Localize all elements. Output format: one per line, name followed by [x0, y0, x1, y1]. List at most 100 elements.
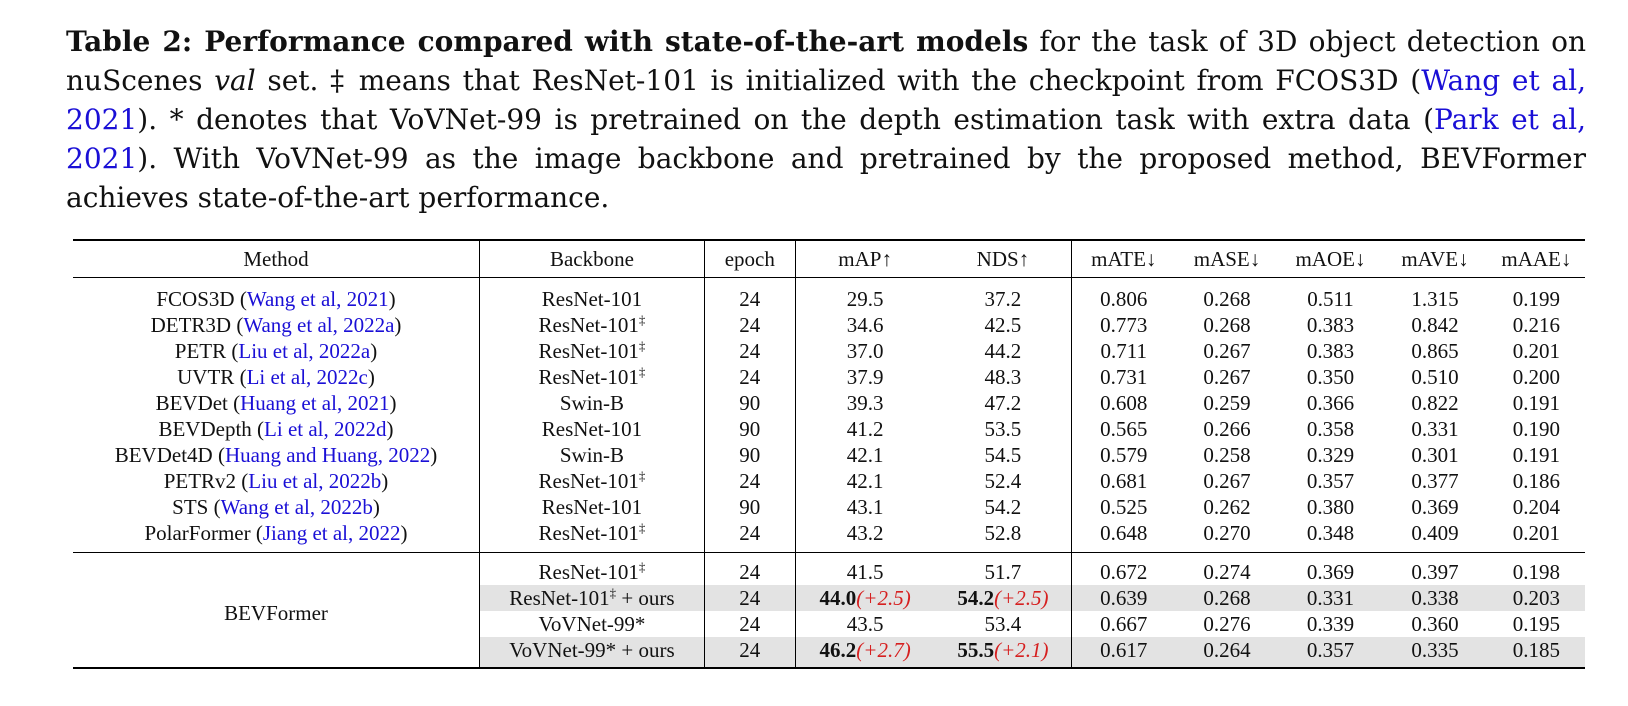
column-header: mAOE↓ — [1295, 246, 1366, 271]
epoch-cell: 90 — [704, 390, 796, 416]
mase-cell: 0.268 — [1203, 312, 1251, 337]
caption-text-3: ). * denotes that VoVNet-99 is pretraine… — [137, 103, 1434, 136]
citation-link[interactable]: Wang et al, 2022a — [243, 312, 395, 337]
maoe-cell: 0.329 — [1306, 442, 1355, 467]
nds-value: 55.5 — [957, 637, 995, 662]
backbone-cell: ResNet-101‡ — [479, 312, 705, 338]
method-cell: FCOS3D (Wang et al, 2021) — [73, 277, 480, 312]
nds-cell: 54.5 — [934, 442, 1073, 468]
map-cell: 37.9 — [846, 364, 884, 389]
maae-cell: 0.191 — [1512, 442, 1561, 467]
caption-text-1: for the task of 3D object detection on n… — [66, 25, 1586, 97]
mave-cell: 0.335 — [1382, 637, 1488, 668]
map-cell: 46.2(+2.7) — [795, 637, 935, 668]
backbone-cell: ResNet-101‡ — [479, 338, 705, 364]
backbone-name: ResNet-101 — [541, 286, 643, 311]
column-header: mATE↓ — [1091, 246, 1157, 271]
mave-cell: 0.842 — [1411, 312, 1459, 337]
citation-link[interactable]: Wang et al, 2021 — [246, 286, 389, 311]
maoe-cell: 0.383 — [1306, 338, 1355, 363]
mate-cell: 0.648 — [1100, 520, 1148, 545]
nds-cell: 51.7 — [934, 552, 1073, 585]
mase-cell: 0.268 — [1175, 585, 1279, 611]
citation-link[interactable]: Liu et al, 2022a — [238, 338, 371, 363]
backbone-name: ResNet-101 — [538, 560, 639, 584]
mase-cell: 0.268 — [1203, 286, 1251, 311]
mase-cell: 0.259 — [1203, 390, 1251, 415]
table-row: BEVDepth (Li et al, 2022d) ResNet-101 90 41… — [73, 416, 1585, 442]
column-header: mASE↓ — [1193, 246, 1261, 271]
mate-cell: 0.639 — [1071, 585, 1176, 611]
epoch-cell: 24 — [704, 611, 796, 637]
method-name: BEVDet4D — [114, 442, 213, 467]
table-row: BEVFormer ResNet-101‡ 24 41.5 51.7 0.672 0.274… — [73, 552, 1585, 668]
dagger-mark: ‡ — [638, 338, 646, 353]
column-header: mAP↑ — [838, 246, 892, 271]
citation-link[interactable]: Wang et al, 2022b — [220, 494, 373, 519]
mave-cell: 0.301 — [1411, 442, 1459, 467]
table-row: STS (Wang et al, 2022b) ResNet-101 90 43.1 5… — [73, 494, 1585, 520]
caption-citation-link[interactable]: Wang et al, 2021 — [66, 64, 1586, 136]
citation-link[interactable]: Huang and Huang, 2022 — [224, 442, 431, 467]
caption-citation-link[interactable]: Park et al, 2021 — [66, 103, 1586, 175]
mate-cell: 0.565 — [1100, 416, 1148, 441]
table-caption: Table 2: Performance compared with state… — [66, 25, 1586, 214]
backbone-name: ResNet-101 — [538, 521, 639, 545]
backbone-name: Swin-B — [559, 390, 625, 415]
maae-cell: 0.200 — [1512, 364, 1561, 389]
citation-link[interactable]: Li et al, 2022c — [246, 364, 368, 389]
citation-link[interactable]: Jiang et al, 2022 — [262, 520, 401, 545]
method-name: PETR — [174, 338, 227, 363]
caption-text-2: set. ‡ means that ResNet-101 is initiali… — [255, 64, 1422, 97]
backbone-name: ResNet-101 — [509, 586, 610, 610]
backbone-cell: ResNet-101‡ — [479, 468, 705, 494]
maoe-cell: 0.339 — [1306, 611, 1355, 636]
backbone-cell: ResNet-101‡ + ours — [479, 585, 705, 611]
mate-cell: 0.617 — [1071, 637, 1176, 668]
citation-link[interactable]: Li et al, 2022d — [264, 416, 387, 441]
backbone-cell: ResNet-101 — [479, 494, 705, 520]
caption-val: val — [214, 64, 256, 97]
backbone-cell: ResNet-101‡ — [479, 552, 705, 585]
nds-cell: 52.4 — [934, 468, 1073, 494]
backbone-cell: ResNet-101 — [479, 277, 705, 312]
mase-cell: 0.274 — [1203, 559, 1251, 584]
nds-value: 54.2 — [957, 585, 995, 610]
backbone-name: Swin-B — [559, 442, 625, 467]
method-name: FCOS3D — [156, 286, 235, 311]
mave-cell: 0.409 — [1411, 520, 1459, 545]
results-table: Method Backbone epoch mAP↑ NDS↑ mATE↓ mA… — [73, 239, 1585, 669]
dagger-mark: ‡ — [638, 312, 646, 327]
method-name: UVTR — [177, 364, 235, 389]
epoch-cell: 24 — [704, 338, 796, 364]
caption-bold-title: Performance compared with state-of-the-a… — [204, 25, 1029, 58]
dagger-mark: ‡ — [609, 585, 617, 600]
citation-link[interactable]: Huang et al, 2021 — [240, 390, 390, 415]
map-value: 41.5 — [846, 559, 884, 584]
epoch-cell: 24 — [704, 637, 796, 668]
epoch-cell: 24 — [704, 552, 796, 585]
maae-cell: 0.191 — [1512, 390, 1561, 415]
mase-cell: 0.267 — [1203, 364, 1251, 389]
table-row: VoVNet-99* 24 43.5 53.4 0.667 0.276 0.339 0.360… — [73, 611, 1585, 637]
nds-cell: 47.2 — [934, 390, 1073, 416]
mate-cell: 0.579 — [1100, 442, 1148, 467]
method-cell: UVTR (Li et al, 2022c) — [73, 364, 480, 390]
method-cell: BEVDet4D (Huang and Huang, 2022) — [73, 442, 480, 468]
caption-text-4: ). With VoVNet-99 as the image backbone … — [66, 142, 1586, 214]
column-header: epoch — [704, 240, 796, 278]
table-row: UVTR (Li et al, 2022c) ResNet-101‡ 24 37.9 4… — [73, 364, 1585, 390]
mave-cell: 0.865 — [1411, 338, 1459, 363]
mase-cell: 0.264 — [1175, 637, 1279, 668]
citation-link[interactable]: Liu et al, 2022b — [248, 468, 382, 493]
bevformer-rows: BEVFormer ResNet-101‡ 24 41.5 51.7 0.672 0.274… — [73, 552, 1585, 668]
mave-cell: 0.397 — [1411, 559, 1459, 584]
map-cell: 42.1 — [846, 468, 884, 493]
maae-cell: 0.198 — [1512, 559, 1561, 584]
table-row: PETRv2 (Liu et al, 2022b) ResNet-101‡ 24 42… — [73, 468, 1585, 494]
mate-cell: 0.672 — [1100, 559, 1148, 584]
nds-cell: 42.5 — [934, 312, 1073, 338]
dagger-mark: ‡ — [638, 468, 646, 483]
map-cell: 43.5 — [795, 611, 934, 637]
backbone-name: ResNet-101 — [541, 494, 643, 519]
